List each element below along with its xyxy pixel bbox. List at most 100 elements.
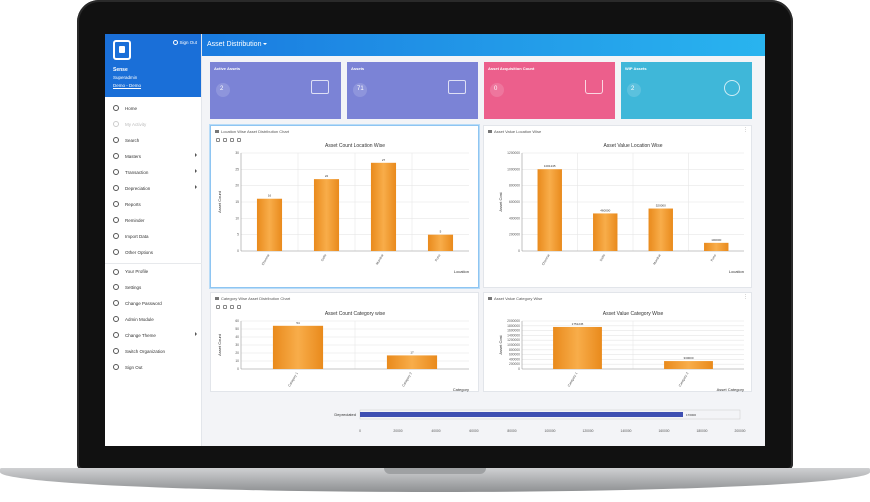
sidebar-item-depreciation[interactable]: Depreciation [105, 180, 202, 196]
chart-title: Asset Count Category wise [325, 311, 386, 317]
x-tick-label: 0 [359, 429, 361, 433]
zoom-icon[interactable] [216, 138, 220, 142]
data-label: 520000 [656, 204, 666, 208]
x-axis-label: Location [454, 269, 469, 274]
avatar[interactable] [113, 40, 131, 60]
y-tick-label: 0 [518, 249, 520, 253]
sidebar-item-other-options[interactable]: Other Options [105, 244, 202, 260]
bar [272, 325, 324, 369]
x-axis-label: Category [453, 387, 469, 392]
y-tick-label: 30 [235, 151, 239, 155]
sidebar-item-change-password[interactable]: Change Password [105, 295, 202, 311]
bar [256, 198, 283, 251]
user-name: Sense [113, 67, 128, 73]
chart-panel-location-count[interactable]: Location Wise Asset Distribution Chart A… [210, 125, 479, 288]
x-tick-label: Pune [710, 253, 717, 262]
sidebar-item-label: Depreciation [125, 185, 151, 191]
swap-icon [113, 169, 119, 175]
sidebar-item-masters[interactable]: Masters [105, 148, 202, 164]
data-label: 27 [382, 158, 386, 162]
x-tick-label: 160000 [658, 429, 669, 433]
sidebar-item-switch-organization[interactable]: Switch Organization [105, 343, 202, 359]
bell-icon [113, 217, 119, 223]
chevron-right-icon [195, 332, 197, 336]
x-tick-label: 100000 [544, 429, 555, 433]
y-tick-label: 1000000 [507, 167, 520, 171]
x-tick-label: 200000 [734, 429, 745, 433]
x-tick-label: Chennai [541, 253, 551, 266]
sidebar-item-label: Admin Module [125, 316, 154, 322]
y-tick-label: 60 [235, 319, 239, 323]
stat-card[interactable]: Asset Acquisition Count 0 [484, 62, 615, 119]
data-label: 100000 [711, 238, 721, 242]
sidebar-item-sign-out[interactable]: Sign Out [105, 359, 202, 375]
sidebar-item-import-data[interactable]: Import Data [105, 228, 202, 244]
y-tick-label: 20 [235, 351, 239, 355]
chart-depreciation: Depreciated 170000 0 20000 40000 60000 80000 10… [334, 409, 746, 433]
trend-icon [113, 185, 119, 191]
stat-card-value: 2 [215, 83, 232, 97]
sidebar-item-label: Home [125, 105, 138, 111]
pan-icon[interactable] [223, 305, 227, 309]
download-icon[interactable] [230, 138, 234, 142]
sidebar-item-your-profile[interactable]: Your Profile [105, 263, 202, 279]
y-tick-label: 600000 [509, 353, 520, 357]
sidebar-item-settings[interactable]: Settings [105, 279, 202, 295]
hand-icon [724, 80, 740, 96]
sidebar-item-admin-module[interactable]: Admin Module [105, 311, 202, 327]
sidebar-item-label: Reports [125, 201, 141, 207]
data-label: 16 [268, 194, 272, 198]
sidebar-item-change-theme[interactable]: Change Theme [105, 327, 202, 343]
chart-panel-category-count[interactable]: Category Wise Asset Distribution Chart A… [210, 292, 479, 392]
x-tick-label: Mumbai [375, 253, 384, 265]
admin-icon [113, 316, 119, 322]
y-tick-label: 40 [235, 335, 239, 339]
power-icon [113, 364, 119, 370]
chart-panel-category-value[interactable]: Asset Value Category Wise ⋮ Asset Value … [483, 292, 752, 392]
gear-icon [113, 284, 119, 290]
data-label: 460000 [600, 208, 610, 212]
sidebar-item-my-activity[interactable]: My Activity [105, 116, 202, 132]
sidebar-item-home[interactable]: Home [105, 100, 202, 116]
refresh-icon[interactable] [237, 305, 241, 309]
zoom-icon[interactable] [216, 305, 220, 309]
laptop-base [0, 468, 870, 492]
x-tick-label: 140000 [620, 429, 631, 433]
stat-card-label: Asset Acquisition Count [488, 66, 535, 71]
stat-card[interactable]: WIP Assets 2 [621, 62, 752, 119]
sidebar-item-label: Switch Organization [125, 348, 166, 354]
x-tick-label: Chennai [261, 253, 271, 266]
pan-icon[interactable] [223, 138, 227, 142]
data-label: 54 [296, 321, 300, 325]
page-title: Asset Distribution [207, 41, 262, 48]
data-label: 330000 [683, 356, 693, 360]
header-sign-out-link[interactable]: Sign Out [173, 40, 197, 46]
y-tick-label: 200000 [509, 233, 520, 237]
more-options-icon[interactable]: ⋮ [743, 127, 748, 133]
chart-panel-location-value[interactable]: Asset Value Location Wise ⋮ Asset Value … [483, 125, 752, 288]
stat-card[interactable]: Assets 71 [347, 62, 478, 119]
sidebar-item-label: Settings [125, 284, 142, 290]
download-icon[interactable] [230, 305, 234, 309]
bar [370, 162, 397, 251]
x-tick-label: 60000 [469, 429, 478, 433]
y-tick-label: 800000 [509, 348, 520, 352]
report-icon [113, 201, 119, 207]
stat-card[interactable]: Active Assets 2 [210, 62, 341, 119]
x-tick-label: Mumbai [652, 253, 661, 265]
user-organization-link[interactable]: Demo - Demo [113, 83, 142, 88]
sidebar-item-reports[interactable]: Reports [105, 196, 202, 212]
more-options-icon[interactable]: ⋮ [743, 294, 748, 300]
page-title-dropdown[interactable]: Asset Distribution [207, 41, 268, 48]
sidebar-item-transaction[interactable]: Transaction [105, 164, 202, 180]
refresh-icon[interactable] [237, 138, 241, 142]
bar [427, 234, 454, 251]
y-tick-label: 0 [518, 367, 520, 371]
sidebar-item-reminder[interactable]: Reminder [105, 212, 202, 228]
y-tick-label: 50 [235, 327, 239, 331]
sidebar-item-search[interactable]: Search [105, 132, 202, 148]
bar [313, 179, 340, 251]
stat-card-label: Assets [351, 66, 365, 71]
assets-icon [311, 80, 329, 94]
